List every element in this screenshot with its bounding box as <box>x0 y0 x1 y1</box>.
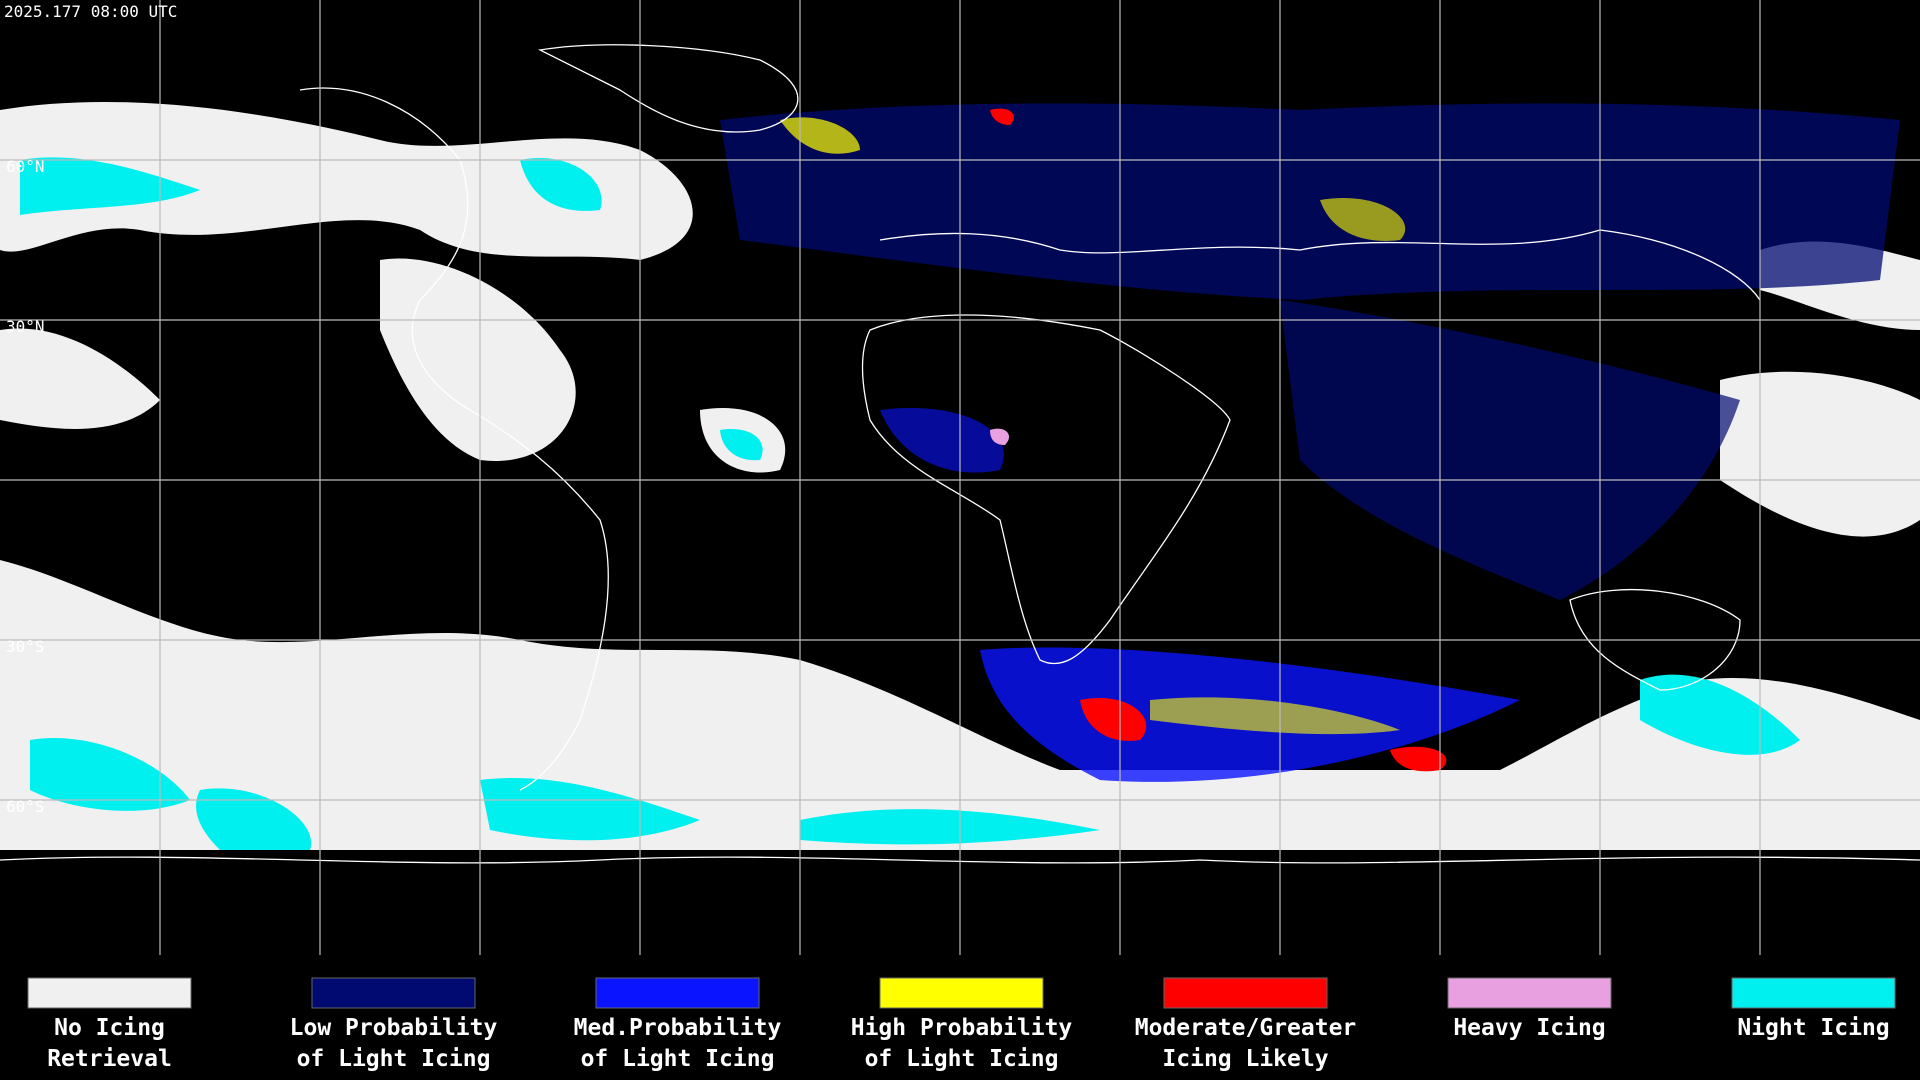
legend-label: Icing Likely <box>1162 1046 1328 1072</box>
latitude-label: 60°N <box>6 157 45 176</box>
timestamp: 2025.177 08:00 UTC <box>4 2 177 21</box>
graticule <box>0 0 1920 955</box>
legend-label: Med.Probability <box>574 1015 782 1041</box>
legend-label: Retrieval <box>47 1046 172 1072</box>
legend-label: Low Probability <box>290 1015 498 1041</box>
legend-swatch <box>1163 977 1328 1009</box>
latitude-label: 30°N <box>6 317 45 336</box>
legend-label: Moderate/Greater <box>1135 1015 1357 1041</box>
latitude-label: 60°S <box>6 797 45 816</box>
legend-label: High Probability <box>851 1015 1073 1041</box>
legend-label: No Icing <box>54 1015 165 1041</box>
legend-swatch <box>311 977 476 1009</box>
legend-label: of Light Icing <box>865 1046 1059 1072</box>
legend-swatch <box>1447 977 1612 1009</box>
legend-label: of Light Icing <box>297 1046 491 1072</box>
legend-swatch <box>595 977 760 1009</box>
legend-label: Night Icing <box>1737 1015 1889 1041</box>
latitude-labels: 60°N 30°N 30°S 60°S <box>6 157 45 816</box>
latitude-label: 30°S <box>6 637 45 656</box>
legend-label: Heavy Icing <box>1453 1015 1605 1041</box>
legend-swatch <box>1731 977 1896 1009</box>
legend: No Icing Retrieval Low Probability of Light… <box>27 977 1896 1072</box>
legend-swatch <box>879 977 1044 1009</box>
legend-swatch <box>27 977 192 1009</box>
legend-label: of Light Icing <box>581 1046 775 1072</box>
